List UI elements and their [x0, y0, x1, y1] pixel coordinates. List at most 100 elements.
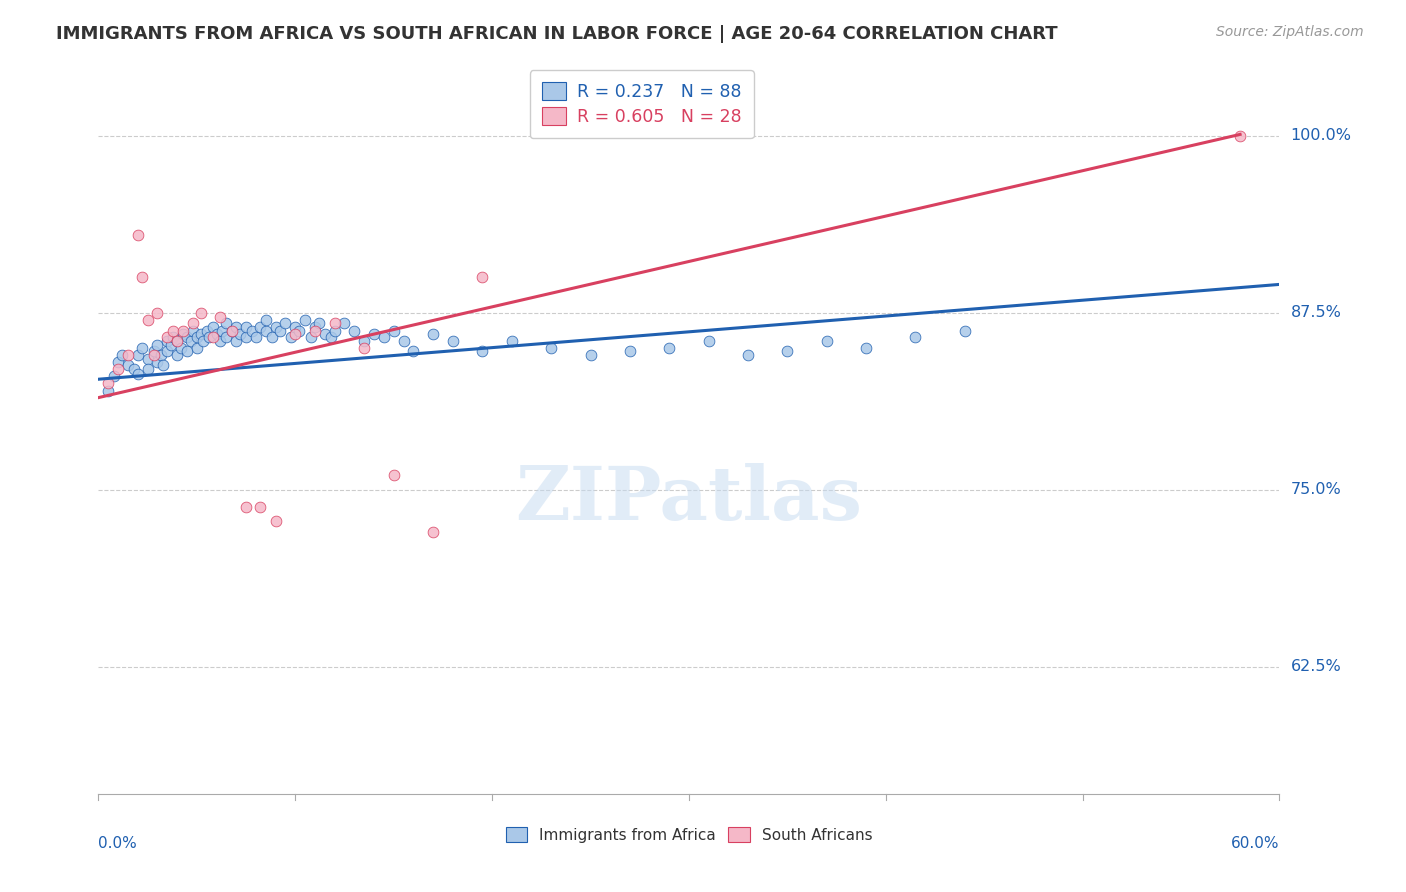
Point: [146, 338, 169, 352]
Point: [1229, 128, 1251, 143]
Point: [235, 319, 257, 334]
Point: [343, 324, 366, 338]
Point: [150, 348, 173, 362]
Point: [579, 348, 602, 362]
Point: [540, 341, 562, 355]
Point: [205, 326, 228, 341]
Point: [162, 324, 184, 338]
Point: [127, 227, 149, 242]
Point: [264, 319, 287, 334]
Point: [166, 334, 188, 348]
Point: [176, 330, 198, 344]
Point: [304, 324, 326, 338]
Point: [225, 319, 247, 334]
Point: [136, 362, 159, 376]
Point: [333, 316, 356, 330]
Point: [501, 334, 523, 348]
Point: [180, 334, 202, 348]
Point: [142, 343, 165, 358]
Point: [197, 330, 219, 344]
Point: [136, 313, 159, 327]
Point: [422, 326, 444, 341]
Text: 62.5%: 62.5%: [1291, 659, 1341, 674]
Point: [162, 330, 184, 344]
Point: [254, 313, 277, 327]
Point: [181, 316, 204, 330]
Point: [284, 326, 307, 341]
Text: 87.5%: 87.5%: [1291, 305, 1341, 320]
Point: [904, 330, 927, 344]
Point: [422, 524, 444, 539]
Point: [142, 348, 165, 362]
Point: [166, 348, 188, 362]
Point: [209, 334, 232, 348]
Point: [172, 326, 194, 341]
Point: [304, 319, 326, 334]
Point: [201, 330, 224, 344]
Point: [697, 334, 720, 348]
Point: [269, 324, 291, 338]
Point: [314, 326, 336, 341]
Point: [103, 369, 125, 384]
Point: [107, 355, 129, 369]
Text: 0.0%: 0.0%: [98, 836, 138, 851]
Point: [363, 326, 385, 341]
Point: [172, 324, 194, 338]
Point: [280, 330, 302, 344]
Point: [737, 348, 759, 362]
Point: [815, 334, 838, 348]
Point: [402, 343, 425, 358]
Point: [323, 324, 346, 338]
Point: [136, 352, 159, 367]
Point: [288, 324, 311, 338]
Point: [191, 334, 214, 348]
Point: [249, 319, 271, 334]
Point: [382, 468, 405, 483]
Point: [201, 319, 224, 334]
Point: [373, 330, 395, 344]
Point: [471, 343, 494, 358]
Point: [190, 326, 212, 341]
Point: [294, 313, 316, 327]
Point: [953, 324, 976, 338]
Point: [156, 334, 179, 348]
Point: [127, 348, 149, 362]
Point: [209, 310, 232, 324]
Point: [382, 324, 405, 338]
Text: ZIPatlas: ZIPatlas: [516, 463, 862, 536]
Point: [156, 343, 179, 358]
Point: [249, 500, 271, 514]
Point: [353, 341, 375, 355]
Point: [235, 330, 257, 344]
Point: [776, 343, 799, 358]
Text: IMMIGRANTS FROM AFRICA VS SOUTH AFRICAN IN LABOR FORCE | AGE 20-64 CORRELATION C: IMMIGRANTS FROM AFRICA VS SOUTH AFRICAN …: [56, 25, 1057, 43]
Point: [146, 355, 169, 369]
Point: [166, 334, 188, 348]
Point: [254, 324, 277, 338]
Point: [131, 341, 153, 355]
Point: [274, 316, 297, 330]
Text: 60.0%: 60.0%: [1232, 836, 1279, 851]
Point: [235, 500, 257, 514]
Point: [111, 348, 134, 362]
Point: [152, 358, 174, 372]
Text: Source: ZipAtlas.com: Source: ZipAtlas.com: [1216, 25, 1364, 39]
Point: [264, 514, 287, 528]
Point: [260, 330, 283, 344]
Point: [353, 334, 375, 348]
Point: [211, 324, 233, 338]
Point: [471, 270, 494, 285]
Point: [195, 324, 218, 338]
Point: [186, 341, 208, 355]
Legend: Immigrants from Africa, South Africans: Immigrants from Africa, South Africans: [499, 821, 879, 849]
Point: [117, 358, 139, 372]
Point: [225, 334, 247, 348]
Point: [186, 330, 208, 344]
Point: [97, 384, 120, 398]
Point: [855, 341, 877, 355]
Point: [190, 306, 212, 320]
Point: [131, 270, 153, 285]
Point: [215, 316, 238, 330]
Point: [284, 319, 307, 334]
Point: [299, 330, 322, 344]
